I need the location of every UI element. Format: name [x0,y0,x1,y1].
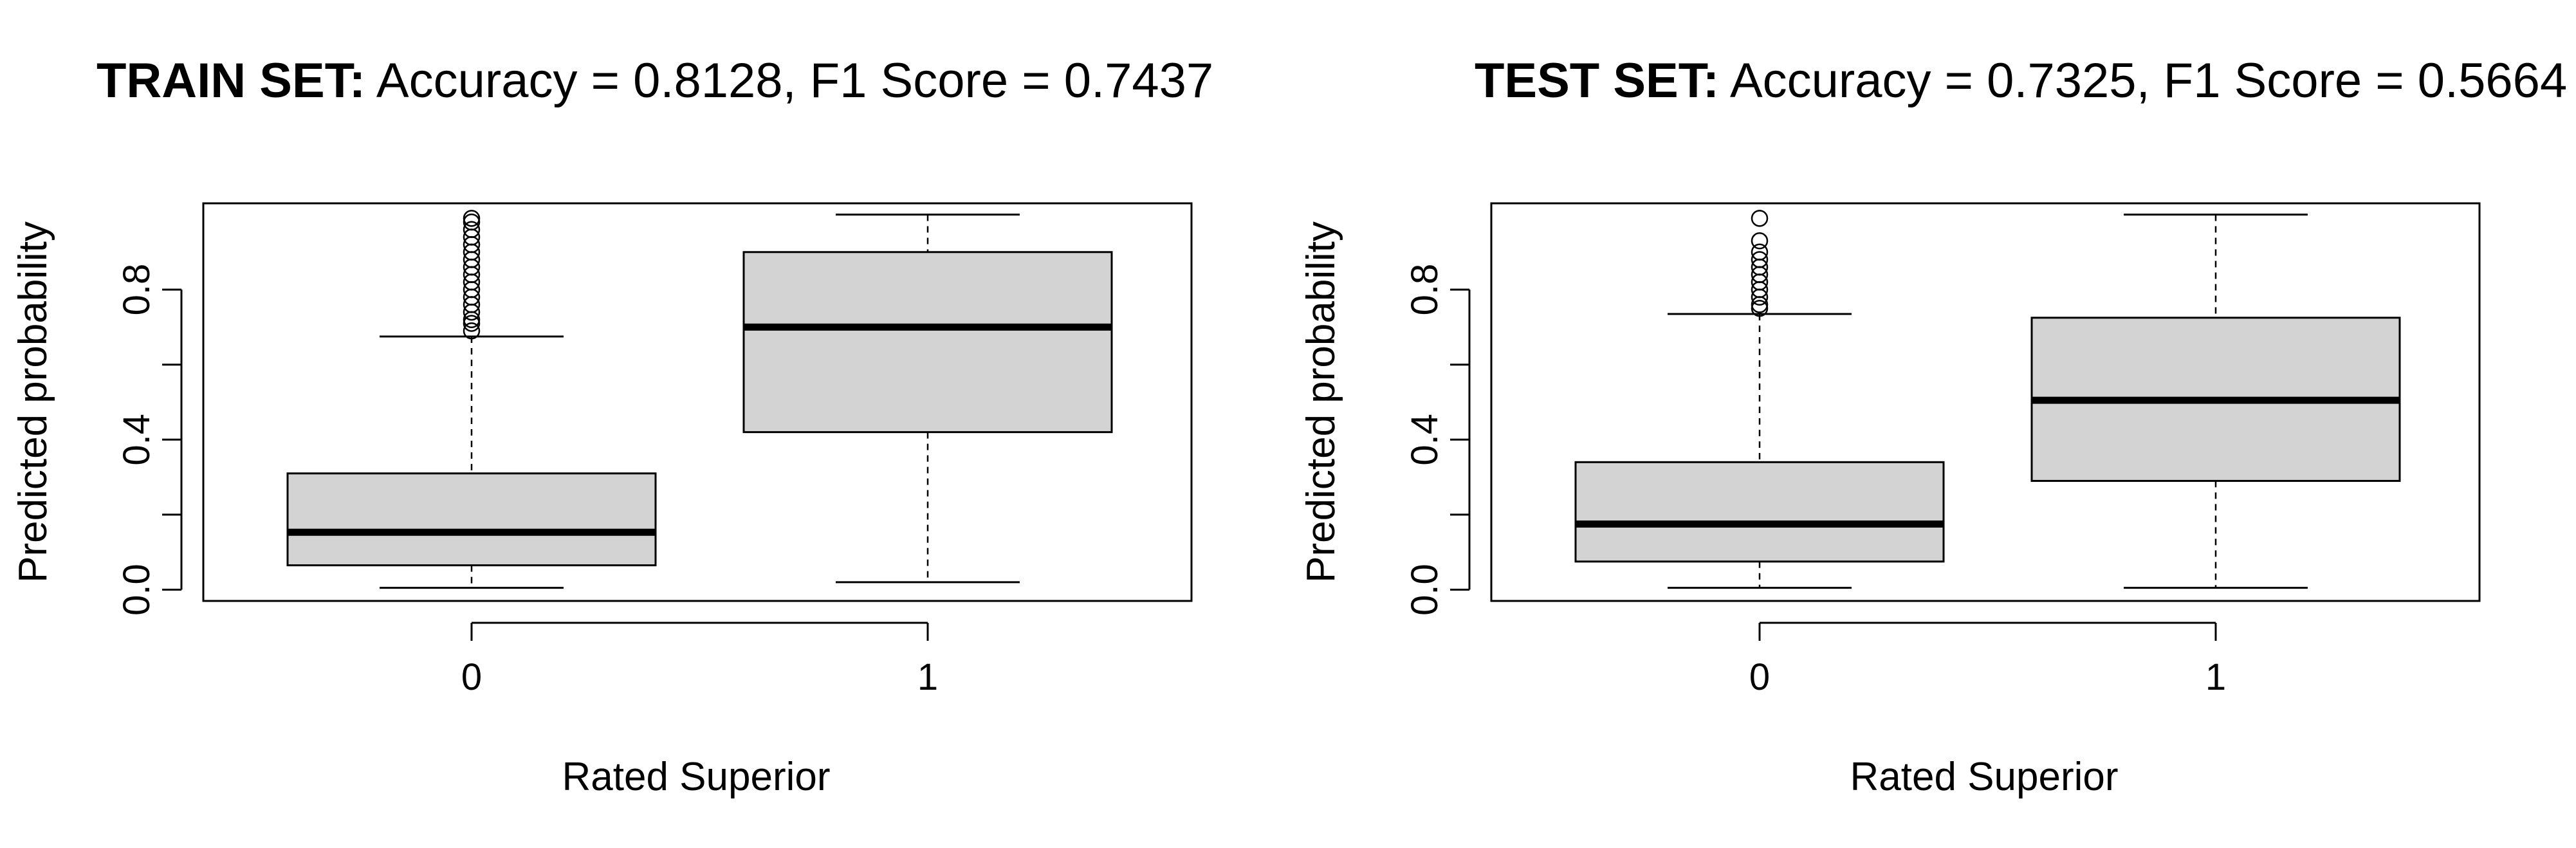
train-outlier-0 [463,210,481,227]
train-x-tick-label-1: 1 [917,656,938,698]
train-y-axis-label: Predicted probability [11,221,55,583]
train-y-tick-label: 0.4 [116,414,158,466]
test-title: TEST SET: Accuracy = 0.7325, F1 Score = … [1475,57,2567,106]
test-title-metrics: Accuracy = 0.7325, F1 Score = 0.5664 [1729,53,2568,108]
train-title-bold: TRAIN SET: [97,53,365,108]
train-y-tick-label: 0.0 [116,564,158,616]
test-outlier-0 [1751,232,1769,250]
train-plot-frame [202,202,1193,602]
test-box-group-0 [1574,210,1945,589]
train-box-1 [742,251,1113,434]
test-outlier-0 [1751,299,1769,317]
test-x-tick-label-0: 0 [1749,656,1770,698]
test-outlier-0 [1751,210,1769,227]
test-plot-frame [1490,202,2481,602]
test-panel: TEST SET: Accuracy = 0.7325, F1 Score = … [1288,0,2576,848]
train-outlier-0 [463,213,481,231]
train-panel: TRAIN SET: Accuracy = 0.8128, F1 Score =… [11,57,1213,800]
train-x-tick-label-0: 0 [461,656,482,698]
train-title: TRAIN SET: Accuracy = 0.8128, F1 Score =… [97,57,1213,106]
test-x-tick-label-1: 1 [2205,656,2226,698]
train-x-axis-label: Rated Superior [562,755,830,799]
test-box-0 [1574,461,1945,563]
train-boxplot: Predicted probability Rated Superior 0.0… [11,202,1193,799]
test-title-bold: TEST SET: [1475,53,1720,108]
train-title-metrics: Accuracy = 0.8128, F1 Score = 0.7437 [376,53,1214,108]
train-outlier-0 [463,322,481,340]
train-box-group-1 [742,213,1113,584]
test-box-group-1 [2030,213,2401,589]
train-outlier-0 [463,315,481,332]
test-outlier-0 [1751,251,1769,268]
test-outlier-0 [1751,243,1769,261]
test-x-axis-label: Rated Superior [1850,755,2118,799]
test-boxplot: Predicted probability Rated Superior 0.0… [1299,202,2481,799]
train-outlier-0 [463,221,481,239]
train-y-tick-label: 0.8 [116,264,158,316]
test-y-tick-label: 0.8 [1404,264,1446,316]
train-box-0 [286,472,657,567]
test-y-axis-label: Predicted probability [1299,221,1343,583]
test-y-tick-label: 0.0 [1404,564,1446,616]
train-box-group-0 [286,210,657,589]
test-y-tick-label: 0.4 [1404,414,1446,466]
